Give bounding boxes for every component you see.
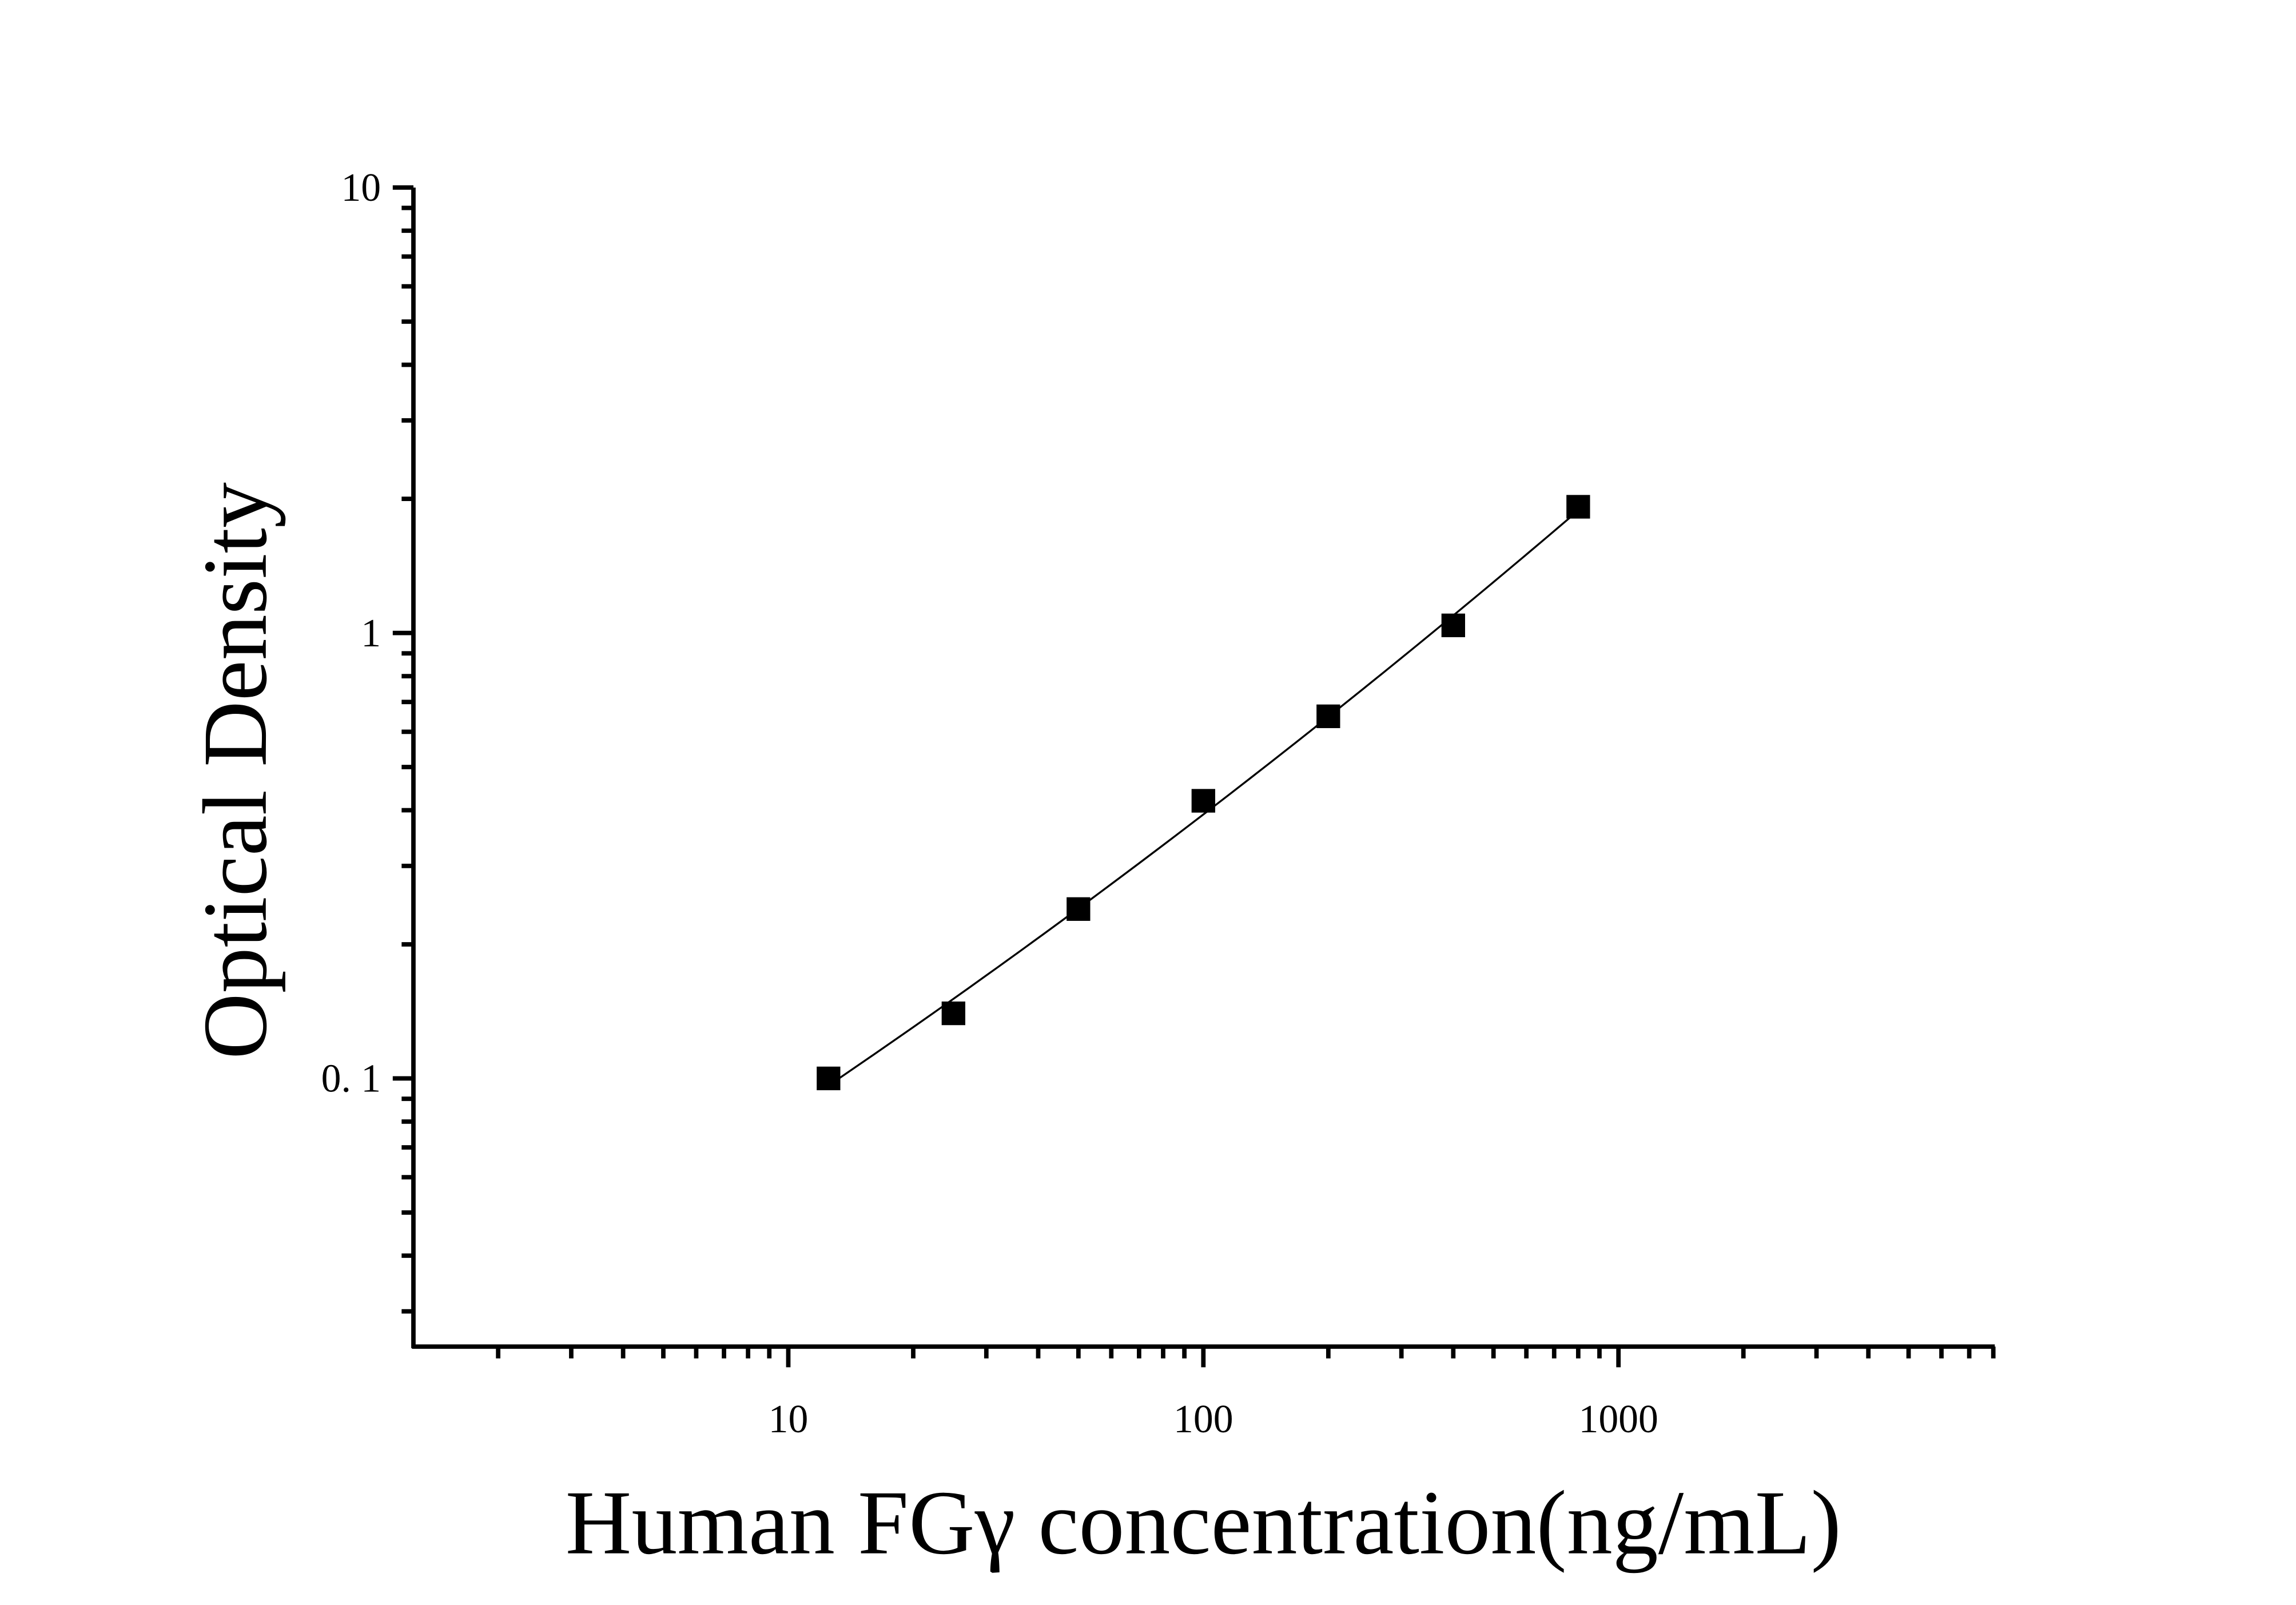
data-point [1441,613,1465,637]
x-axis-title: Human FGγ concentration(ng/mL) [566,1472,1841,1574]
data-point [1316,704,1340,728]
x-tick-label: 1000 [1578,1397,1658,1441]
x-tick-label: 100 [1173,1397,1233,1441]
tick-labels: 10 100 1000 0. 1 1 10 [321,166,1658,1441]
y-tick-label: 1 [361,611,381,655]
data-point [817,1066,841,1091]
data-point [941,1001,965,1026]
x-tick-label: 10 [769,1397,809,1441]
data-points [817,495,1590,1091]
axis-ticks [392,185,1996,1368]
data-point [1067,897,1091,921]
data-point [1191,789,1215,813]
y-tick-label: 0. 1 [321,1057,381,1101]
y-axis-title: Optical Density [184,482,286,1059]
data-point [1566,495,1590,519]
y-tick-label: 10 [341,166,381,210]
